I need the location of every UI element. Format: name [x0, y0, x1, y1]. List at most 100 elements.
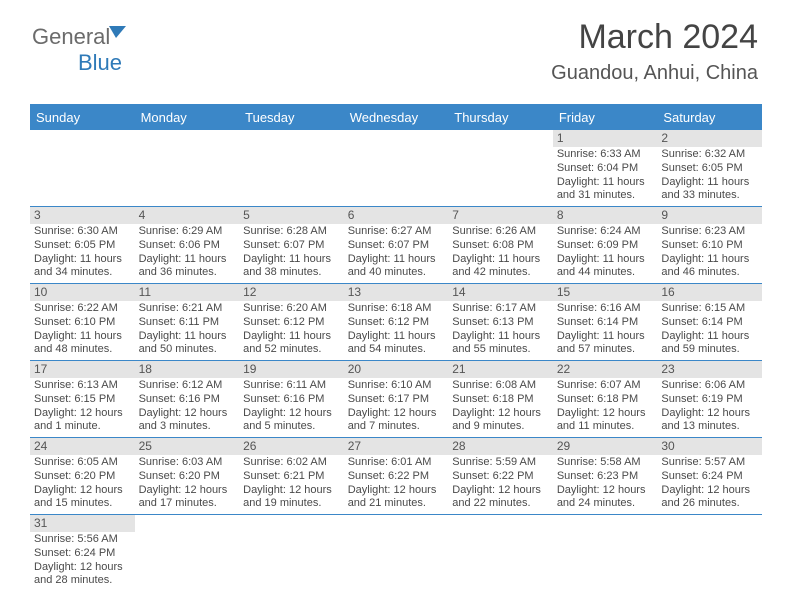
- sunset-line: Sunset: 6:22 PM: [348, 470, 445, 484]
- daylight-line: Daylight: 11 hours: [557, 176, 654, 190]
- logo-text-gray: General: [32, 24, 110, 49]
- calendar-cell: [448, 515, 553, 592]
- daylight-line: Daylight: 12 hours: [243, 407, 340, 421]
- day-header: Sunday: [30, 104, 135, 130]
- day-header: Saturday: [657, 104, 762, 130]
- calendar-cell: 4Sunrise: 6:29 AMSunset: 6:06 PMDaylight…: [135, 207, 240, 284]
- daylight-line: Daylight: 11 hours: [557, 253, 654, 267]
- sunrise-line: Sunrise: 6:16 AM: [557, 302, 654, 316]
- calendar-cell: 2Sunrise: 6:32 AMSunset: 6:05 PMDaylight…: [657, 130, 762, 207]
- day-details: Sunrise: 6:28 AMSunset: 6:07 PMDaylight:…: [239, 225, 344, 282]
- calendar-week: 17Sunrise: 6:13 AMSunset: 6:15 PMDayligh…: [30, 361, 762, 438]
- sunrise-line: Sunrise: 6:28 AM: [243, 225, 340, 239]
- sunset-line: Sunset: 6:06 PM: [139, 239, 236, 253]
- daylight-line: and 44 minutes.: [557, 266, 654, 280]
- calendar-cell: 13Sunrise: 6:18 AMSunset: 6:12 PMDayligh…: [344, 284, 449, 361]
- sunset-line: Sunset: 6:15 PM: [34, 393, 131, 407]
- calendar-cell: 27Sunrise: 6:01 AMSunset: 6:22 PMDayligh…: [344, 438, 449, 515]
- location-label: Guandou, Anhui, China: [551, 62, 758, 85]
- calendar-cell: 29Sunrise: 5:58 AMSunset: 6:23 PMDayligh…: [553, 438, 658, 515]
- sunrise-line: Sunrise: 6:08 AM: [452, 379, 549, 393]
- daylight-line: Daylight: 11 hours: [348, 330, 445, 344]
- sunrise-line: Sunrise: 6:21 AM: [139, 302, 236, 316]
- sunset-line: Sunset: 6:18 PM: [452, 393, 549, 407]
- day-number: 2: [657, 130, 762, 147]
- daylight-line: Daylight: 11 hours: [452, 330, 549, 344]
- sunset-line: Sunset: 6:21 PM: [243, 470, 340, 484]
- day-details: Sunrise: 5:59 AMSunset: 6:22 PMDaylight:…: [448, 456, 553, 513]
- calendar-cell: [239, 515, 344, 592]
- daylight-line: Daylight: 11 hours: [243, 253, 340, 267]
- calendar-cell: 28Sunrise: 5:59 AMSunset: 6:22 PMDayligh…: [448, 438, 553, 515]
- daylight-line: Daylight: 12 hours: [348, 484, 445, 498]
- day-number: 10: [30, 284, 135, 301]
- day-number: 15: [553, 284, 658, 301]
- sunrise-line: Sunrise: 5:59 AM: [452, 456, 549, 470]
- calendar-cell: 7Sunrise: 6:26 AMSunset: 6:08 PMDaylight…: [448, 207, 553, 284]
- calendar-cell: 19Sunrise: 6:11 AMSunset: 6:16 PMDayligh…: [239, 361, 344, 438]
- calendar-cell: [448, 130, 553, 207]
- day-details: Sunrise: 6:32 AMSunset: 6:05 PMDaylight:…: [657, 148, 762, 205]
- sunrise-line: Sunrise: 6:03 AM: [139, 456, 236, 470]
- day-number: 12: [239, 284, 344, 301]
- calendar-week: 31Sunrise: 5:56 AMSunset: 6:24 PMDayligh…: [30, 515, 762, 592]
- day-number: 14: [448, 284, 553, 301]
- sunset-line: Sunset: 6:13 PM: [452, 316, 549, 330]
- daylight-line: Daylight: 12 hours: [34, 484, 131, 498]
- daylight-line: Daylight: 12 hours: [34, 407, 131, 421]
- calendar-week: 1Sunrise: 6:33 AMSunset: 6:04 PMDaylight…: [30, 130, 762, 207]
- daylight-line: Daylight: 11 hours: [661, 330, 758, 344]
- day-number: 27: [344, 438, 449, 455]
- daylight-line: and 17 minutes.: [139, 497, 236, 511]
- day-details: Sunrise: 6:17 AMSunset: 6:13 PMDaylight:…: [448, 302, 553, 359]
- day-details: Sunrise: 6:13 AMSunset: 6:15 PMDaylight:…: [30, 379, 135, 436]
- sunrise-line: Sunrise: 6:26 AM: [452, 225, 549, 239]
- daylight-line: Daylight: 12 hours: [139, 484, 236, 498]
- calendar-cell: 22Sunrise: 6:07 AMSunset: 6:18 PMDayligh…: [553, 361, 658, 438]
- day-number: 26: [239, 438, 344, 455]
- sunset-line: Sunset: 6:16 PM: [139, 393, 236, 407]
- sunset-line: Sunset: 6:24 PM: [34, 547, 131, 561]
- calendar-cell: 1Sunrise: 6:33 AMSunset: 6:04 PMDaylight…: [553, 130, 658, 207]
- day-details: Sunrise: 6:20 AMSunset: 6:12 PMDaylight:…: [239, 302, 344, 359]
- day-number: 29: [553, 438, 658, 455]
- calendar-cell: [657, 515, 762, 592]
- day-number: 24: [30, 438, 135, 455]
- sunrise-line: Sunrise: 6:10 AM: [348, 379, 445, 393]
- sunset-line: Sunset: 6:08 PM: [452, 239, 549, 253]
- daylight-line: Daylight: 12 hours: [34, 561, 131, 575]
- day-number: 16: [657, 284, 762, 301]
- day-number: 18: [135, 361, 240, 378]
- calendar-cell: 8Sunrise: 6:24 AMSunset: 6:09 PMDaylight…: [553, 207, 658, 284]
- flag-icon: [108, 24, 128, 40]
- daylight-line: and 50 minutes.: [139, 343, 236, 357]
- calendar-cell: 23Sunrise: 6:06 AMSunset: 6:19 PMDayligh…: [657, 361, 762, 438]
- calendar-cell: [135, 515, 240, 592]
- daylight-line: and 52 minutes.: [243, 343, 340, 357]
- daylight-line: Daylight: 11 hours: [243, 330, 340, 344]
- day-details: Sunrise: 6:30 AMSunset: 6:05 PMDaylight:…: [30, 225, 135, 282]
- daylight-line: and 38 minutes.: [243, 266, 340, 280]
- day-details: Sunrise: 6:23 AMSunset: 6:10 PMDaylight:…: [657, 225, 762, 282]
- daylight-line: Daylight: 12 hours: [452, 407, 549, 421]
- sunrise-line: Sunrise: 6:29 AM: [139, 225, 236, 239]
- day-number: 17: [30, 361, 135, 378]
- calendar-cell: 20Sunrise: 6:10 AMSunset: 6:17 PMDayligh…: [344, 361, 449, 438]
- sunrise-line: Sunrise: 6:12 AM: [139, 379, 236, 393]
- daylight-line: and 22 minutes.: [452, 497, 549, 511]
- calendar-cell: 30Sunrise: 5:57 AMSunset: 6:24 PMDayligh…: [657, 438, 762, 515]
- sunrise-line: Sunrise: 6:05 AM: [34, 456, 131, 470]
- sunrise-line: Sunrise: 6:32 AM: [661, 148, 758, 162]
- daylight-line: Daylight: 11 hours: [348, 253, 445, 267]
- calendar-cell: 6Sunrise: 6:27 AMSunset: 6:07 PMDaylight…: [344, 207, 449, 284]
- sunset-line: Sunset: 6:12 PM: [243, 316, 340, 330]
- day-details: Sunrise: 6:12 AMSunset: 6:16 PMDaylight:…: [135, 379, 240, 436]
- day-details: Sunrise: 6:03 AMSunset: 6:20 PMDaylight:…: [135, 456, 240, 513]
- sunrise-line: Sunrise: 5:57 AM: [661, 456, 758, 470]
- sunrise-line: Sunrise: 6:07 AM: [557, 379, 654, 393]
- calendar-cell: 10Sunrise: 6:22 AMSunset: 6:10 PMDayligh…: [30, 284, 135, 361]
- day-number: 4: [135, 207, 240, 224]
- sunset-line: Sunset: 6:05 PM: [34, 239, 131, 253]
- day-number: 9: [657, 207, 762, 224]
- daylight-line: Daylight: 12 hours: [557, 407, 654, 421]
